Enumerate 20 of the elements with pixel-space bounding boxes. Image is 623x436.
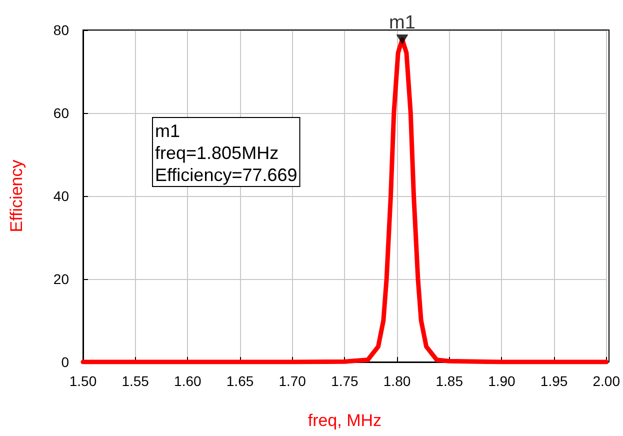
y-tick-label: 60 — [53, 105, 70, 121]
y-tick-label: 80 — [53, 22, 70, 38]
y-axis-title: Efficiency — [7, 159, 26, 232]
x-tick-label: 1.90 — [488, 373, 516, 389]
x-tick-label: 1.70 — [278, 373, 306, 389]
y-tick-label: 20 — [53, 271, 70, 287]
x-tick-label: 2.00 — [592, 373, 620, 389]
annotation: m1 freq=1.805MHz Efficiency=77.669 — [155, 121, 298, 185]
y-tick-label: 40 — [53, 188, 70, 204]
x-tick-label: 1.85 — [436, 373, 464, 389]
x-tick-label: 1.50 — [69, 373, 97, 389]
x-tick-label: 1.95 — [540, 373, 568, 389]
x-tick-label: 1.65 — [226, 373, 254, 389]
y-tick-label: 0 — [61, 354, 70, 370]
x-axis-title: freq, MHz — [308, 411, 382, 430]
x-tick-label: 1.55 — [122, 373, 150, 389]
x-tick-label: 1.75 — [331, 373, 359, 389]
x-tick-label: 1.80 — [383, 373, 411, 389]
annotation: m1 — [389, 12, 416, 34]
x-tick-label: 1.60 — [174, 373, 202, 389]
